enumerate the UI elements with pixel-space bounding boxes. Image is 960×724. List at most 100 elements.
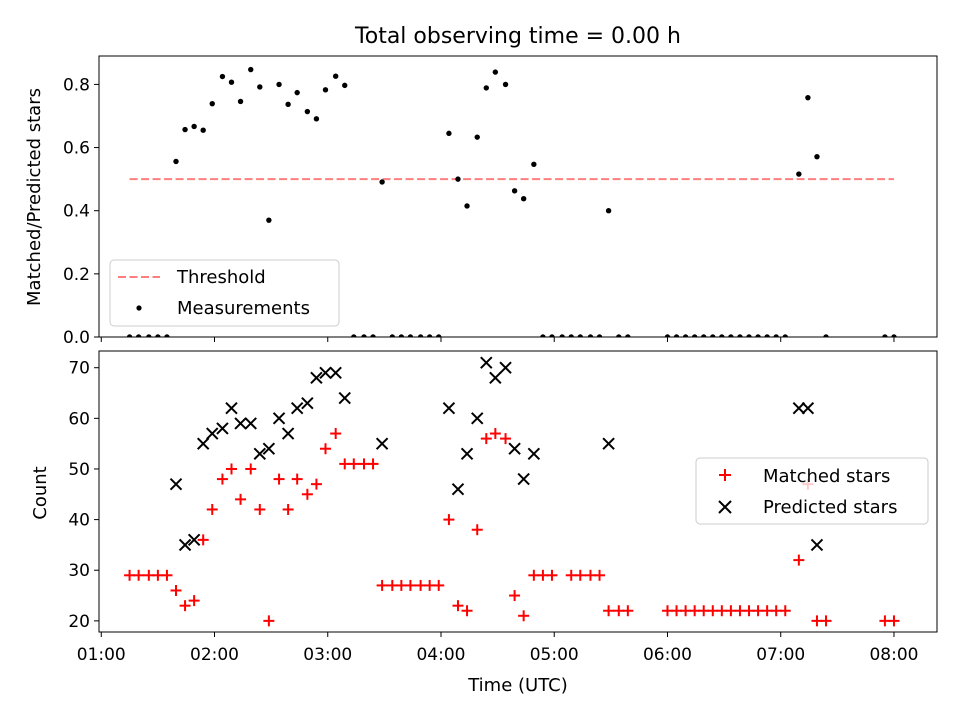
measurement-point [605, 208, 612, 214]
legend-matched-label: Matched stars [763, 466, 890, 487]
matched-star-point [235, 493, 247, 505]
bottom-x-tick-label: 08:00 [869, 645, 918, 665]
matched-star-point [480, 433, 492, 445]
predicted-star-point [375, 437, 389, 450]
predicted-star-point [187, 533, 201, 547]
measurement-point [407, 334, 414, 337]
x-axis-label: Time (UTC) [467, 675, 568, 696]
measurement-point [520, 196, 527, 202]
matched-star-point [376, 579, 388, 591]
measurement-point [304, 108, 311, 115]
measurement-point [673, 334, 680, 337]
predicted-star-point [301, 396, 314, 410]
measurement-point [219, 73, 226, 80]
measurement-point [737, 334, 743, 337]
legend-predicted-label: Predicted stars [763, 497, 897, 518]
predicted-star-point [517, 472, 530, 486]
measurement-point [531, 161, 537, 167]
bottom-legend: Matched stars Predicted stars [695, 457, 929, 525]
bottom-x-tick-label: 07:00 [756, 645, 805, 665]
matched-star-point [282, 503, 294, 515]
measurement-point [755, 334, 761, 337]
top-y-axis-label: Matched/Predicted stars [24, 88, 45, 306]
matched-star-point [574, 569, 586, 581]
matched-star-point [161, 569, 173, 581]
predicted-star-point [281, 427, 295, 440]
bottom-y-tick-label: 60 [68, 409, 90, 429]
bottom-panel-counts: Count 20 30 40 50 60 70 01:00 02:00 03:00 04:00 05… [30, 350, 938, 665]
matched-star-point [330, 428, 342, 440]
top-y-tick-label: 0.8 [63, 75, 90, 95]
measurement-point [182, 126, 188, 133]
measurement-point [796, 171, 802, 177]
measurement-point [549, 334, 555, 337]
measurement-point [398, 334, 405, 337]
measurement-point [710, 334, 716, 337]
matched-star-point [273, 473, 285, 485]
measurement-point [313, 116, 320, 122]
predicted-star-point [792, 402, 806, 415]
predicted-star-point [253, 447, 267, 460]
measurement-point [625, 334, 631, 337]
bottom-y-tick-label: 70 [68, 359, 90, 379]
predicted-star-point [290, 402, 304, 415]
legend-matched-swatch [719, 469, 731, 481]
measurement-point [257, 84, 263, 90]
legend-predicted-swatch [718, 500, 732, 514]
matched-star-point [310, 478, 322, 490]
matched-star-point [170, 584, 182, 596]
matched-star-point [367, 458, 379, 470]
top-y-tick-label: 0.6 [63, 139, 90, 159]
matched-star-point [179, 600, 191, 612]
measurement-point [577, 334, 583, 337]
matched-star-point [348, 458, 360, 470]
matched-star-point [594, 569, 606, 581]
top-legend: Threshold Measurements [109, 259, 340, 327]
bottom-y-axis-label: Count [30, 466, 51, 519]
bottom-x-tick-label: 06:00 [643, 645, 692, 665]
measurement-point [361, 334, 367, 337]
matched-star-point [263, 615, 275, 627]
measurement-point [691, 334, 698, 337]
legend-measurements-label: Measurements [177, 298, 310, 319]
measurement-point [294, 89, 300, 96]
measurement-point [285, 101, 291, 108]
predicted-star-point [319, 366, 332, 379]
measurement-point [322, 87, 329, 93]
bottom-y-tick-label: 50 [68, 460, 90, 480]
measurement-point [773, 334, 779, 337]
matched-star-point [319, 443, 331, 455]
measurement-point [587, 334, 594, 337]
measurement-point [135, 334, 142, 337]
measurement-point [568, 334, 574, 337]
bottom-marks [124, 356, 900, 627]
measurement-point [436, 334, 442, 337]
measurement-point [370, 334, 376, 337]
measurement-point [379, 179, 385, 185]
predicted-star-point [234, 417, 247, 430]
matched-star-point [546, 569, 558, 581]
bottom-plot-area: 20 30 40 50 60 70 01:00 02:00 03:00 04:00 05:00 06:… [68, 350, 938, 665]
measurement-point [191, 123, 197, 130]
measurement-point [616, 334, 622, 337]
measurement-point [596, 334, 603, 337]
predicted-star-point [499, 361, 512, 374]
matched-star-point [254, 503, 266, 515]
bottom-x-tick-label: 02:00 [190, 645, 239, 665]
measurement-point [389, 334, 395, 337]
measurement-point [492, 69, 499, 75]
measurement-point [164, 334, 170, 337]
measurement-point [814, 154, 820, 160]
bottom-x-tick-label: 05:00 [530, 645, 579, 665]
matched-star-point [206, 503, 218, 515]
measurement-point [474, 134, 480, 140]
matched-star-point [404, 579, 416, 591]
predicted-star-point [329, 366, 342, 379]
measurement-point [155, 334, 161, 337]
measurement-point [483, 85, 489, 91]
predicted-star-point [602, 437, 615, 450]
predicted-star-point [527, 447, 541, 460]
matched-star-point [188, 595, 200, 607]
measurement-point [559, 334, 565, 337]
